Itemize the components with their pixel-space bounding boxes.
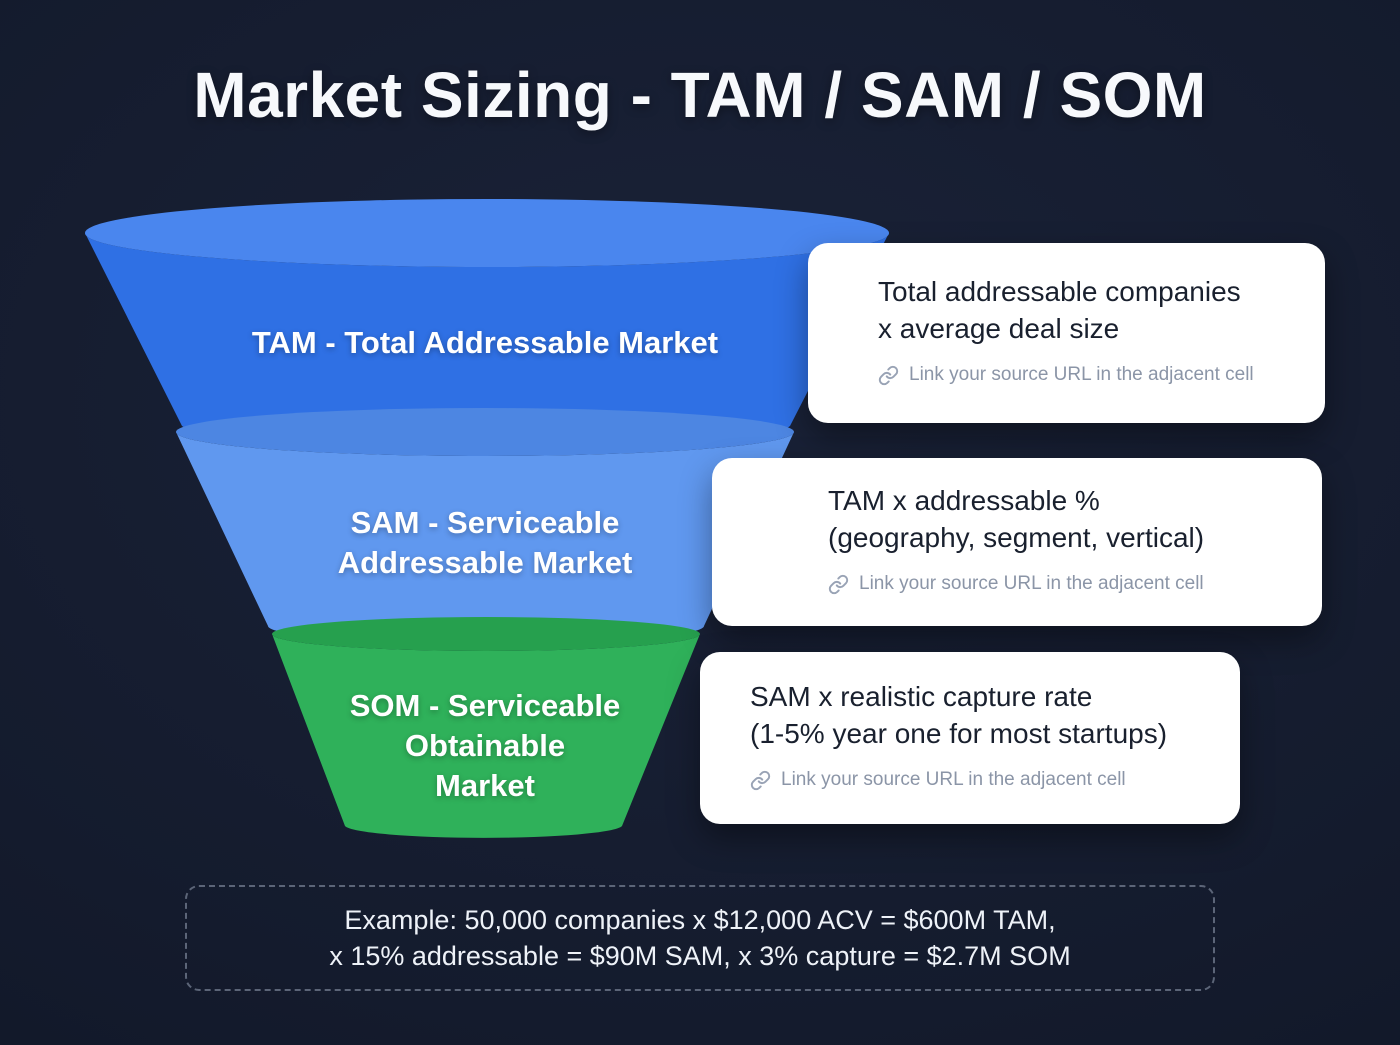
tam-formula-card: Total addressable companies x average de…: [808, 243, 1325, 423]
funnel-label-sam: SAM - Serviceable Addressable Market: [235, 503, 735, 583]
link-icon: [750, 770, 771, 790]
source-link-hint: Link your source URL in the adjacent cel…: [878, 364, 1301, 386]
sam-formula-text: TAM x addressable % (geography, segment,…: [828, 482, 1298, 556]
funnel-stage-tam: [85, 199, 889, 447]
link-icon: [878, 365, 899, 385]
formula-line: (1-5% year one for most startups): [750, 718, 1168, 749]
source-link-hint: Link your source URL in the adjacent cel…: [828, 573, 1298, 595]
page-title: Market Sizing - TAM / SAM / SOM: [193, 59, 1207, 131]
funnel-stage-som: [272, 617, 700, 838]
link-icon: [828, 574, 849, 594]
funnel-label-line: Market: [435, 768, 535, 803]
source-link-hint: Link your source URL in the adjacent cel…: [750, 769, 1216, 791]
funnel-label-line: Addressable Market: [337, 545, 633, 580]
funnel-stage-sam: [176, 408, 794, 643]
source-link-hint-text: Link your source URL in the adjacent cel…: [781, 769, 1126, 790]
tam-formula-text: Total addressable companies x average de…: [878, 273, 1301, 347]
formula-line: (geography, segment, vertical): [828, 522, 1205, 553]
formula-line: x average deal size: [878, 313, 1120, 344]
som-body-shape: [272, 634, 700, 838]
funnel-label-line: SOM - Serviceable: [349, 688, 621, 723]
som-formula-text: SAM x realistic capture rate (1-5% year …: [750, 678, 1216, 752]
formula-line: TAM x addressable %: [828, 485, 1100, 516]
tam-body-shape: [85, 233, 889, 447]
funnel-label-line: TAM - Total Addressable Market: [251, 325, 719, 360]
source-link-hint-text: Link your source URL in the adjacent cel…: [859, 573, 1204, 594]
formula-line: Total addressable companies: [878, 276, 1241, 307]
sam-body-shape: [176, 432, 794, 643]
example-line: x 15% addressable = $90M SAM, x 3% captu…: [329, 940, 1071, 971]
sam-formula-card: TAM x addressable % (geography, segment,…: [712, 458, 1322, 626]
source-link-hint-text: Link your source URL in the adjacent cel…: [909, 364, 1254, 385]
funnel-label-tam: TAM - Total Addressable Market: [185, 323, 785, 363]
som-top-ellipse: [272, 617, 700, 651]
tam-top-ellipse: [85, 199, 889, 267]
som-formula-card: SAM x realistic capture rate (1-5% year …: [700, 652, 1240, 824]
formula-line: SAM x realistic capture rate: [750, 681, 1093, 712]
example-line: Example: 50,000 companies x $12,000 ACV …: [344, 904, 1056, 935]
funnel-label-som: SOM - Serviceable Obtainable Market: [285, 686, 685, 806]
funnel-label-line: SAM - Serviceable: [350, 505, 620, 540]
sam-top-ellipse: [176, 408, 794, 456]
example-calculation-box: Example: 50,000 companies x $12,000 ACV …: [185, 885, 1215, 991]
funnel-label-line: Obtainable: [404, 728, 566, 763]
